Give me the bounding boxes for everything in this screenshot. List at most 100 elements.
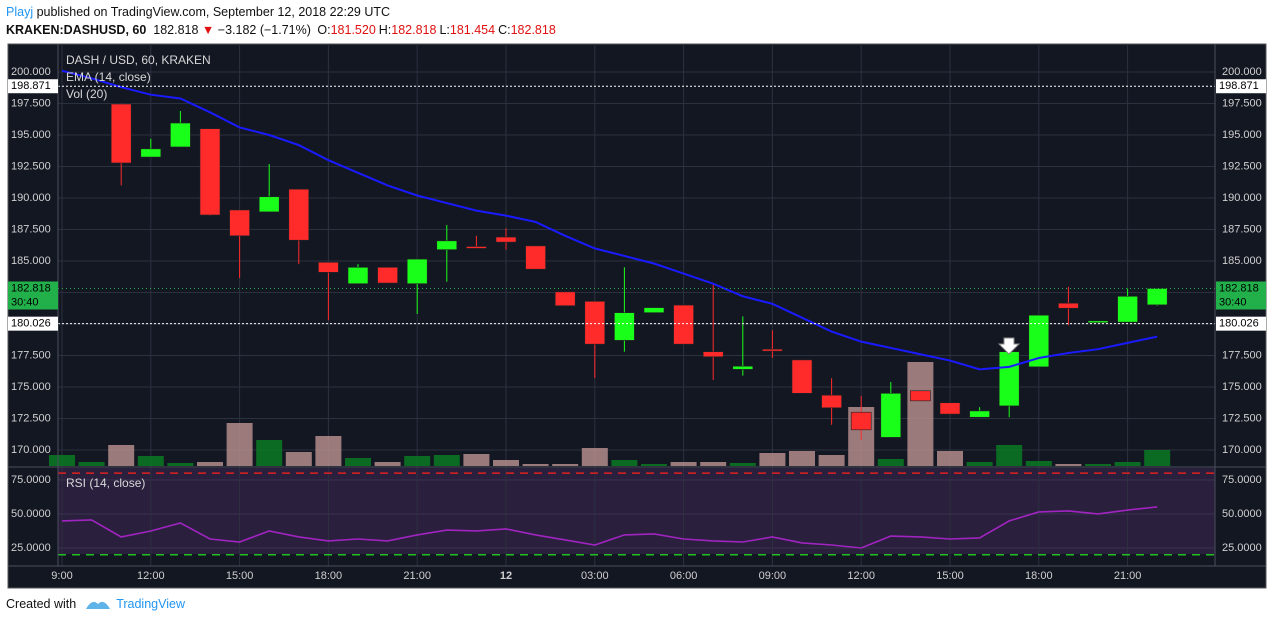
volume-bar — [1085, 464, 1111, 466]
candle-body — [791, 359, 813, 394]
candle-body — [732, 365, 754, 370]
price-line-box — [1216, 316, 1266, 331]
volume-bar — [759, 453, 786, 466]
candle-body — [1146, 288, 1168, 306]
candle-body — [702, 351, 724, 358]
volume-bar — [315, 436, 342, 466]
candle-body — [1058, 302, 1079, 309]
candle-body — [110, 103, 132, 164]
x-tick-label: 09:00 — [759, 570, 787, 582]
volume-bar — [789, 451, 815, 466]
x-tick-label: 18:00 — [1025, 570, 1053, 582]
symbol-line: KRAKEN:DASHUSD, 60 182.818 ▼ −3.182 (−1.… — [6, 21, 556, 39]
x-tick-label: 12 — [500, 570, 512, 582]
logo — [86, 601, 111, 609]
rsi-tick-label: 25.0000 — [1222, 542, 1262, 554]
ohlc-label: L: — [439, 23, 450, 37]
volume-bar — [1144, 450, 1171, 466]
x-tick-label: 15:00 — [936, 570, 964, 582]
y-tick-label: 172.500 — [1222, 412, 1262, 424]
volume-bar — [108, 445, 135, 466]
y-tick-label: 192.500 — [1222, 160, 1262, 172]
y-tick-label: 200.000 — [11, 66, 51, 78]
candle-body — [584, 301, 606, 345]
candle-body — [229, 209, 250, 237]
ohlc-label: C: — [498, 23, 511, 37]
change: −3.182 (−1.71%) — [217, 23, 311, 37]
volume-bar — [137, 456, 164, 466]
candle-body — [673, 304, 694, 345]
candle-body — [614, 312, 635, 341]
y-tick-label: 195.000 — [1222, 129, 1262, 141]
y-tick-label: 175.000 — [11, 381, 51, 393]
y-tick-label: 192.500 — [11, 160, 51, 172]
published: published on TradingView.com, September … — [36, 5, 391, 19]
y-tick-label: 185.000 — [11, 255, 51, 267]
x-tick-label: 21:00 — [403, 570, 431, 582]
volume-bar — [996, 445, 1023, 466]
candle-body — [969, 410, 990, 418]
arrow: ▼ — [201, 23, 215, 37]
candle-body — [1028, 314, 1050, 368]
volume-bar — [937, 451, 963, 466]
symbol: KRAKEN:DASHUSD, 60 — [6, 23, 147, 37]
last-price-label: 182.818 — [1219, 282, 1259, 294]
volume-bar — [256, 440, 283, 466]
y-tick-label: 190.000 — [1222, 192, 1262, 204]
volume-bar — [78, 462, 105, 466]
volume-bar — [167, 463, 194, 466]
brand[interactable]: TradingView — [116, 597, 185, 611]
volume-bar — [463, 454, 490, 466]
y-tick-label: 200.000 — [1222, 66, 1262, 78]
volume-bar — [345, 458, 371, 466]
volume-bar — [700, 462, 727, 466]
rsi-tick-label: 50.0000 — [1222, 508, 1262, 520]
y-tick-label: 190.000 — [11, 192, 51, 204]
candle-body — [554, 291, 576, 307]
volume-bar — [197, 462, 223, 466]
candle-body — [762, 348, 783, 352]
volume-bar — [49, 455, 75, 466]
grid — [58, 44, 1215, 566]
countdown-label: 30:40 — [11, 296, 39, 308]
x-tick-label: 9:00 — [51, 570, 72, 582]
header: Playj published on TradingView.com, Sept… — [6, 3, 556, 39]
candle-body — [910, 390, 931, 402]
y-tick-label: 185.000 — [1222, 255, 1262, 267]
price-line-label: 198.871 — [1219, 80, 1259, 92]
candle-body — [495, 236, 517, 243]
candle-body — [850, 411, 872, 431]
ohlc-label: O: — [317, 23, 331, 37]
rsi-legend: RSI (14, close) — [66, 476, 145, 490]
price-line-box — [1216, 79, 1266, 94]
candle-body — [318, 261, 339, 273]
candle-body — [643, 307, 665, 313]
ohlc-value: 181.520 — [330, 23, 376, 37]
volume-bar — [670, 462, 697, 466]
countdown-box — [8, 295, 58, 310]
ohlc: O:181.520 H:182.818 L:181.454 C:182.818 — [314, 23, 555, 37]
x-tick-label: 12:00 — [137, 570, 165, 582]
price-line-label: 180.026 — [11, 318, 51, 330]
y-tick-label: 177.500 — [1222, 349, 1262, 361]
volume-bar — [907, 362, 934, 466]
candle-body — [436, 240, 458, 250]
footer: Created with TradingView — [6, 596, 185, 612]
x-tick-label: 12:00 — [847, 570, 875, 582]
author[interactable]: Playj — [6, 5, 34, 19]
volume-legend: Vol (20) — [66, 87, 107, 101]
volume-bar — [493, 460, 519, 466]
rsi-tick-label: 50.0000 — [11, 508, 51, 520]
candle-body — [880, 392, 902, 438]
volume-bar — [966, 462, 993, 466]
candle-body — [288, 188, 310, 241]
volume-bar — [433, 455, 460, 466]
y-tick-label: 172.500 — [11, 412, 51, 424]
y-tick-label: 195.000 — [11, 129, 51, 141]
y-tick-label: 197.500 — [1222, 97, 1262, 109]
price-line-label: 180.026 — [1219, 318, 1259, 330]
arrow-drawing — [997, 337, 1021, 355]
x-tick-label: 03:00 — [581, 570, 609, 582]
volume-bar — [641, 464, 667, 466]
